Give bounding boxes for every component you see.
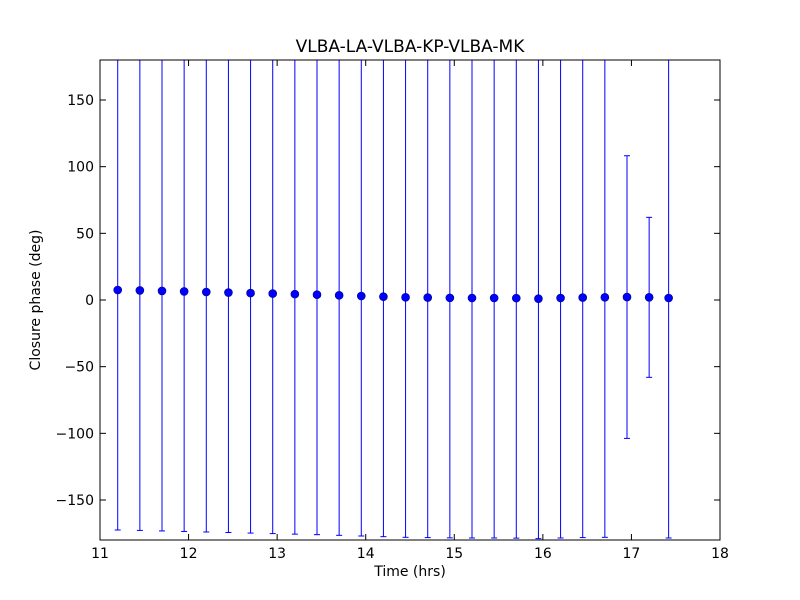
x-tick-label: 14	[357, 546, 375, 562]
y-tick-label: 150	[67, 93, 94, 109]
data-point	[467, 293, 477, 303]
data-point	[356, 291, 366, 301]
y-tick-label: 100	[67, 160, 94, 176]
x-tick-label: 11	[91, 546, 109, 562]
data-point	[157, 286, 167, 296]
data-point	[224, 288, 233, 297]
y-tick-label: 0	[85, 293, 94, 309]
x-axis-ticks: 11 12 13 14 15 16 17 18	[91, 60, 729, 562]
data-point	[534, 294, 543, 303]
y-tick-label: 50	[76, 226, 94, 242]
data-point	[246, 288, 255, 298]
data-point	[268, 289, 278, 298]
marker-layer	[113, 285, 673, 303]
data-point	[489, 293, 499, 303]
data-point	[201, 287, 211, 297]
data-point	[556, 293, 565, 303]
data-point	[334, 291, 344, 300]
x-axis-label: Time (hrs)	[373, 564, 446, 580]
data-point	[423, 293, 433, 302]
data-point	[312, 290, 322, 299]
data-point	[622, 292, 632, 302]
data-point	[179, 287, 189, 296]
data-point	[644, 293, 654, 302]
data-point	[135, 286, 145, 295]
data-point	[600, 293, 610, 302]
data-point	[511, 293, 521, 303]
data-point	[445, 293, 455, 303]
chart-title: VLBA-LA-VLBA-KP-VLBA-MK	[296, 37, 526, 57]
data-point	[664, 293, 673, 303]
y-axis-label: Closure phase (deg)	[28, 230, 44, 371]
y-tick-label: −100	[56, 426, 94, 442]
y-tick-label: −150	[56, 493, 94, 509]
data-point	[401, 293, 410, 302]
x-tick-label: 15	[445, 546, 463, 562]
data-point	[578, 293, 588, 302]
x-tick-label: 18	[711, 546, 729, 562]
x-tick-label: 16	[534, 546, 552, 562]
x-tick-label: 17	[623, 546, 641, 562]
x-tick-label: 13	[268, 546, 286, 562]
data-point	[290, 289, 300, 299]
x-tick-label: 12	[180, 546, 198, 562]
y-axis-ticks: −150 −100 −50 0 50 100 150	[56, 93, 720, 509]
data-point	[113, 285, 123, 295]
y-tick-label: −50	[64, 360, 94, 376]
data-point	[379, 292, 388, 301]
